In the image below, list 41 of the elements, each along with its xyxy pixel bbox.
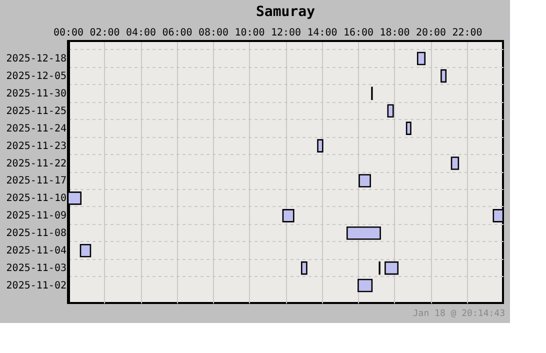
x-tick-label: 04:00 bbox=[126, 28, 156, 38]
y-tick-label: 2025-11-30 bbox=[6, 88, 66, 100]
x-tick-label: 00:00 bbox=[53, 28, 84, 38]
bar bbox=[387, 104, 394, 118]
x-tick-label: 22:00 bbox=[452, 28, 482, 38]
bar bbox=[346, 226, 381, 240]
x-tick-label: 18:00 bbox=[380, 28, 410, 38]
text: Jan 18 @ 20:14:43 bbox=[412, 309, 505, 319]
y-tick-label: 2025-12-18 bbox=[6, 53, 66, 64]
bar bbox=[358, 174, 371, 188]
bar bbox=[450, 156, 460, 170]
x-tick-label: 20:00 bbox=[416, 28, 446, 38]
bar bbox=[317, 139, 324, 152]
y-tick-label: 2025-11-04 bbox=[6, 246, 66, 257]
y-tick-label: 2025-11-17 bbox=[6, 176, 66, 187]
x-tick-label: 02:00 bbox=[90, 28, 120, 38]
bar bbox=[282, 209, 294, 222]
y-tick-label: 2025-11-22 bbox=[6, 158, 66, 170]
bar bbox=[358, 278, 373, 292]
y-tick-label: 2025-11-03 bbox=[6, 263, 66, 274]
y-tick-label: 2025-11-24 bbox=[6, 123, 66, 134]
y-tick-label: 2025-11-09 bbox=[6, 210, 66, 222]
x-tick-label: 06:00 bbox=[162, 28, 192, 38]
x-tick-label: 08:00 bbox=[198, 28, 229, 38]
x-tick-label: 14:00 bbox=[307, 28, 338, 38]
y-tick-label: 2025-11-08 bbox=[6, 228, 66, 240]
y-tick-label: 2025-11-23 bbox=[6, 140, 66, 152]
y-tick-label: 2025-11-02 bbox=[6, 280, 66, 292]
bar bbox=[384, 261, 399, 275]
chart-title: Samuray bbox=[256, 4, 316, 20]
x-tick-label: 10:00 bbox=[234, 28, 265, 38]
y-tick-label: 2025-12-05 bbox=[6, 70, 66, 82]
bar bbox=[300, 261, 308, 275]
bar bbox=[80, 244, 92, 258]
y-tick-label: 2025-11-25 bbox=[6, 106, 66, 117]
bar bbox=[406, 122, 412, 135]
y-tick-label: 2025-11-10 bbox=[6, 193, 66, 204]
x-tick-label: 16:00 bbox=[343, 28, 374, 38]
x-tick-label: 12:00 bbox=[270, 28, 302, 38]
bar bbox=[416, 52, 426, 66]
bar bbox=[440, 69, 447, 83]
